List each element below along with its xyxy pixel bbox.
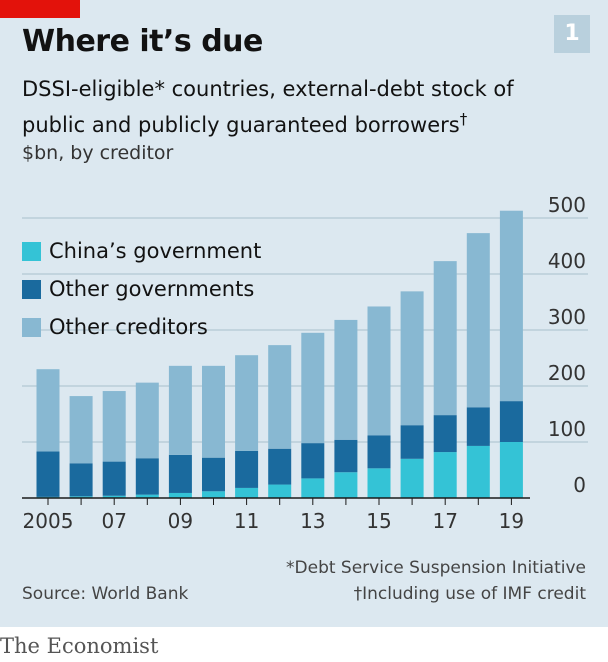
legend-swatch-other-creditors: [22, 317, 41, 337]
x-tick-label: 19: [499, 509, 524, 533]
y-tick-label: 100: [548, 417, 586, 441]
x-tick-label: 15: [366, 509, 391, 533]
footnote-imf: †Including use of IMF credit: [353, 584, 586, 604]
bars: [36, 210, 523, 498]
bar-segment-china-2017: [433, 452, 457, 498]
chart-subtitle-text: DSSI-eligible* countries, external-debt …: [22, 77, 514, 137]
legend-swatch-china: [22, 241, 41, 261]
bar-segment-china-2007: [102, 495, 126, 498]
bar-segment-other-creditors-2011: [235, 355, 259, 451]
unit-label: $bn, by creditor: [22, 142, 174, 164]
x-tick-label: 2005: [23, 509, 74, 533]
bar-segment-china-2010: [202, 491, 225, 498]
y-tick-label: 200: [548, 361, 586, 385]
bar-segment-other-creditors-2009: [168, 365, 192, 455]
chart-subtitle: DSSI-eligible* countries, external-debt …: [22, 74, 582, 140]
x-axis: 2005 07 09 11 13 15 17 19: [22, 497, 530, 533]
legend-swatch-other-governments: [22, 279, 41, 299]
legend-label-other-governments: Other governments: [49, 277, 255, 301]
bar-segment-other-governments-2017: [433, 415, 457, 453]
legend-item-china: China’s government: [22, 232, 261, 270]
bar-segment-other-creditors-2016: [400, 291, 424, 426]
bar-segment-other-governments-2014: [334, 439, 358, 473]
bar-segment-other-creditors-2006: [69, 396, 93, 464]
bar-segment-other-governments-2007: [102, 461, 126, 496]
bar-segment-other-governments-2018: [466, 407, 490, 446]
x-tick-label: 11: [234, 509, 259, 533]
x-tick-label: 13: [300, 509, 325, 533]
x-tick-label: 17: [432, 509, 457, 533]
y-tick-label: 400: [548, 249, 586, 273]
bar-segment-other-creditors-2005: [36, 369, 60, 452]
bar-segment-china-2011: [235, 487, 259, 498]
bar-segment-other-governments-2011: [235, 450, 259, 488]
bar-segment-other-creditors-2015: [367, 306, 391, 436]
bar-segment-other-governments-2013: [301, 443, 325, 479]
bar-segment-china-2006: [69, 496, 93, 498]
bar-segment-other-creditors-2007: [102, 391, 126, 462]
bar-segment-china-2012: [268, 484, 292, 498]
bar-segment-other-governments-2008: [135, 458, 159, 495]
bar-segment-other-governments-2005: [36, 451, 60, 497]
bar-segment-china-2015: [367, 468, 391, 498]
bar-segment-other-creditors-2010: [202, 365, 225, 458]
bar-segment-other-creditors-2017: [433, 261, 457, 416]
bar-segment-china-2018: [466, 445, 490, 498]
legend-item-other-governments: Other governments: [22, 270, 261, 308]
bar-segment-other-creditors-2018: [466, 233, 490, 408]
bar-segment-other-creditors-2012: [268, 345, 292, 449]
y-tick-label: 0: [573, 473, 586, 497]
y-axis: 0 100 200 300 400 500: [548, 193, 586, 497]
legend-label-other-creditors: Other creditors: [49, 315, 208, 339]
legend-item-other-creditors: Other creditors: [22, 308, 261, 346]
bar-segment-other-creditors-2014: [334, 319, 358, 440]
bar-segment-china-2019: [499, 442, 523, 498]
bar-segment-other-creditors-2008: [135, 382, 159, 459]
footnote-dssi: *Debt Service Suspension Initiative: [286, 558, 586, 578]
bar-segment-other-creditors-2019: [499, 210, 523, 402]
source-label: Source: World Bank: [22, 584, 189, 604]
bar-segment-other-governments-2019: [499, 401, 523, 442]
chart-title: Where it’s due: [22, 24, 263, 59]
y-tick-label: 300: [548, 305, 586, 329]
bar-segment-china-2013: [301, 478, 325, 498]
bar-segment-china-2016: [400, 458, 424, 498]
bar-segment-china-2008: [135, 494, 159, 498]
economist-logo-text: The Economist: [0, 634, 159, 658]
brand-red-tag: [0, 0, 80, 18]
subtitle-footnote-mark: †: [459, 110, 468, 128]
bar-segment-other-governments-2009: [168, 454, 192, 493]
bar-segment-china-2014: [334, 472, 358, 498]
y-tick-label: 500: [548, 193, 586, 217]
stacked-bar-chart: 0 100 200 300 400 500 2005 07 09 11 13 15 17 19: [22, 193, 588, 533]
chart-number-badge: 1: [554, 15, 590, 53]
bar-segment-other-governments-2016: [400, 425, 424, 459]
bar-segment-other-creditors-2013: [301, 332, 325, 444]
bar-segment-other-governments-2015: [367, 435, 391, 469]
x-tick-label: 07: [101, 509, 126, 533]
bar-segment-other-governments-2012: [268, 448, 292, 485]
legend-label-china: China’s government: [49, 239, 262, 263]
bar-segment-other-governments-2010: [202, 457, 225, 492]
bar-segment-other-governments-2006: [69, 463, 93, 497]
x-tick-label: 09: [168, 509, 193, 533]
legend: China’s government Other governments Oth…: [22, 232, 261, 346]
bar-segment-china-2009: [168, 492, 192, 498]
